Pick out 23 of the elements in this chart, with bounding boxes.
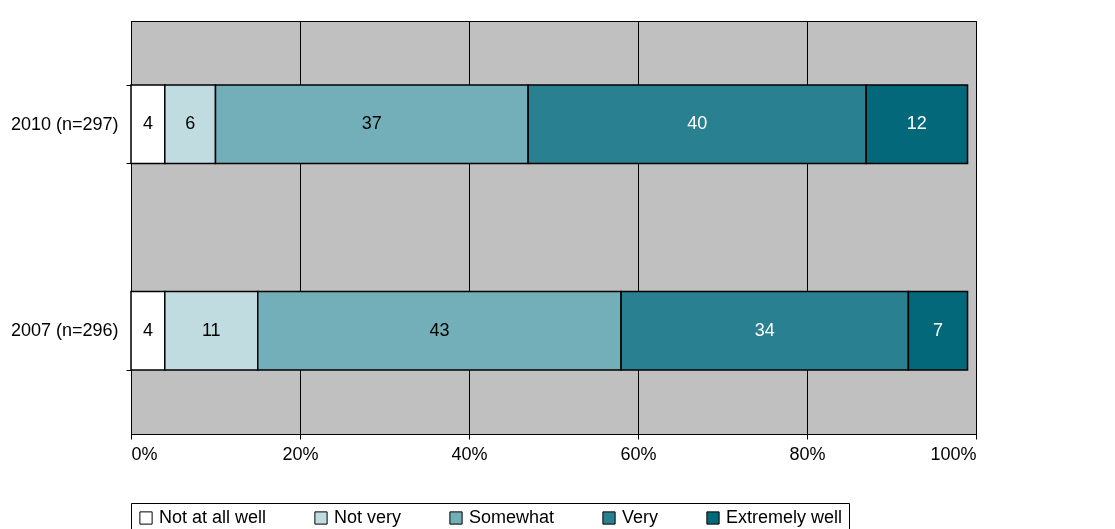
x-tick-label: 40% [451,443,488,464]
data-label: 37 [361,113,382,134]
x-tick-label: 80% [789,443,826,464]
data-label: 7 [932,319,943,340]
x-tick-label: 0% [131,443,158,464]
data-label: 12 [906,113,927,134]
legend-label: Extremely well [726,507,843,527]
data-label: 11 [201,319,221,340]
data-label: 4 [142,113,153,134]
data-label: 43 [429,319,450,340]
legend-label: Somewhat [469,507,555,527]
data-label: 6 [185,113,196,134]
data-label: 40 [687,113,708,134]
y-tick-label: 2010 (n=297) [10,113,119,134]
x-tick-label: 60% [620,443,657,464]
data-label: 34 [754,319,775,340]
legend-label: Very [622,507,659,527]
y-tick-label: 2007 (n=296) [10,320,119,341]
legend-label: Not very [334,507,402,527]
legend-label: Not at all well [159,507,267,527]
x-tick-label: 100% [930,443,977,464]
x-tick-label: 20% [282,443,319,464]
data-label: 4 [142,319,153,340]
